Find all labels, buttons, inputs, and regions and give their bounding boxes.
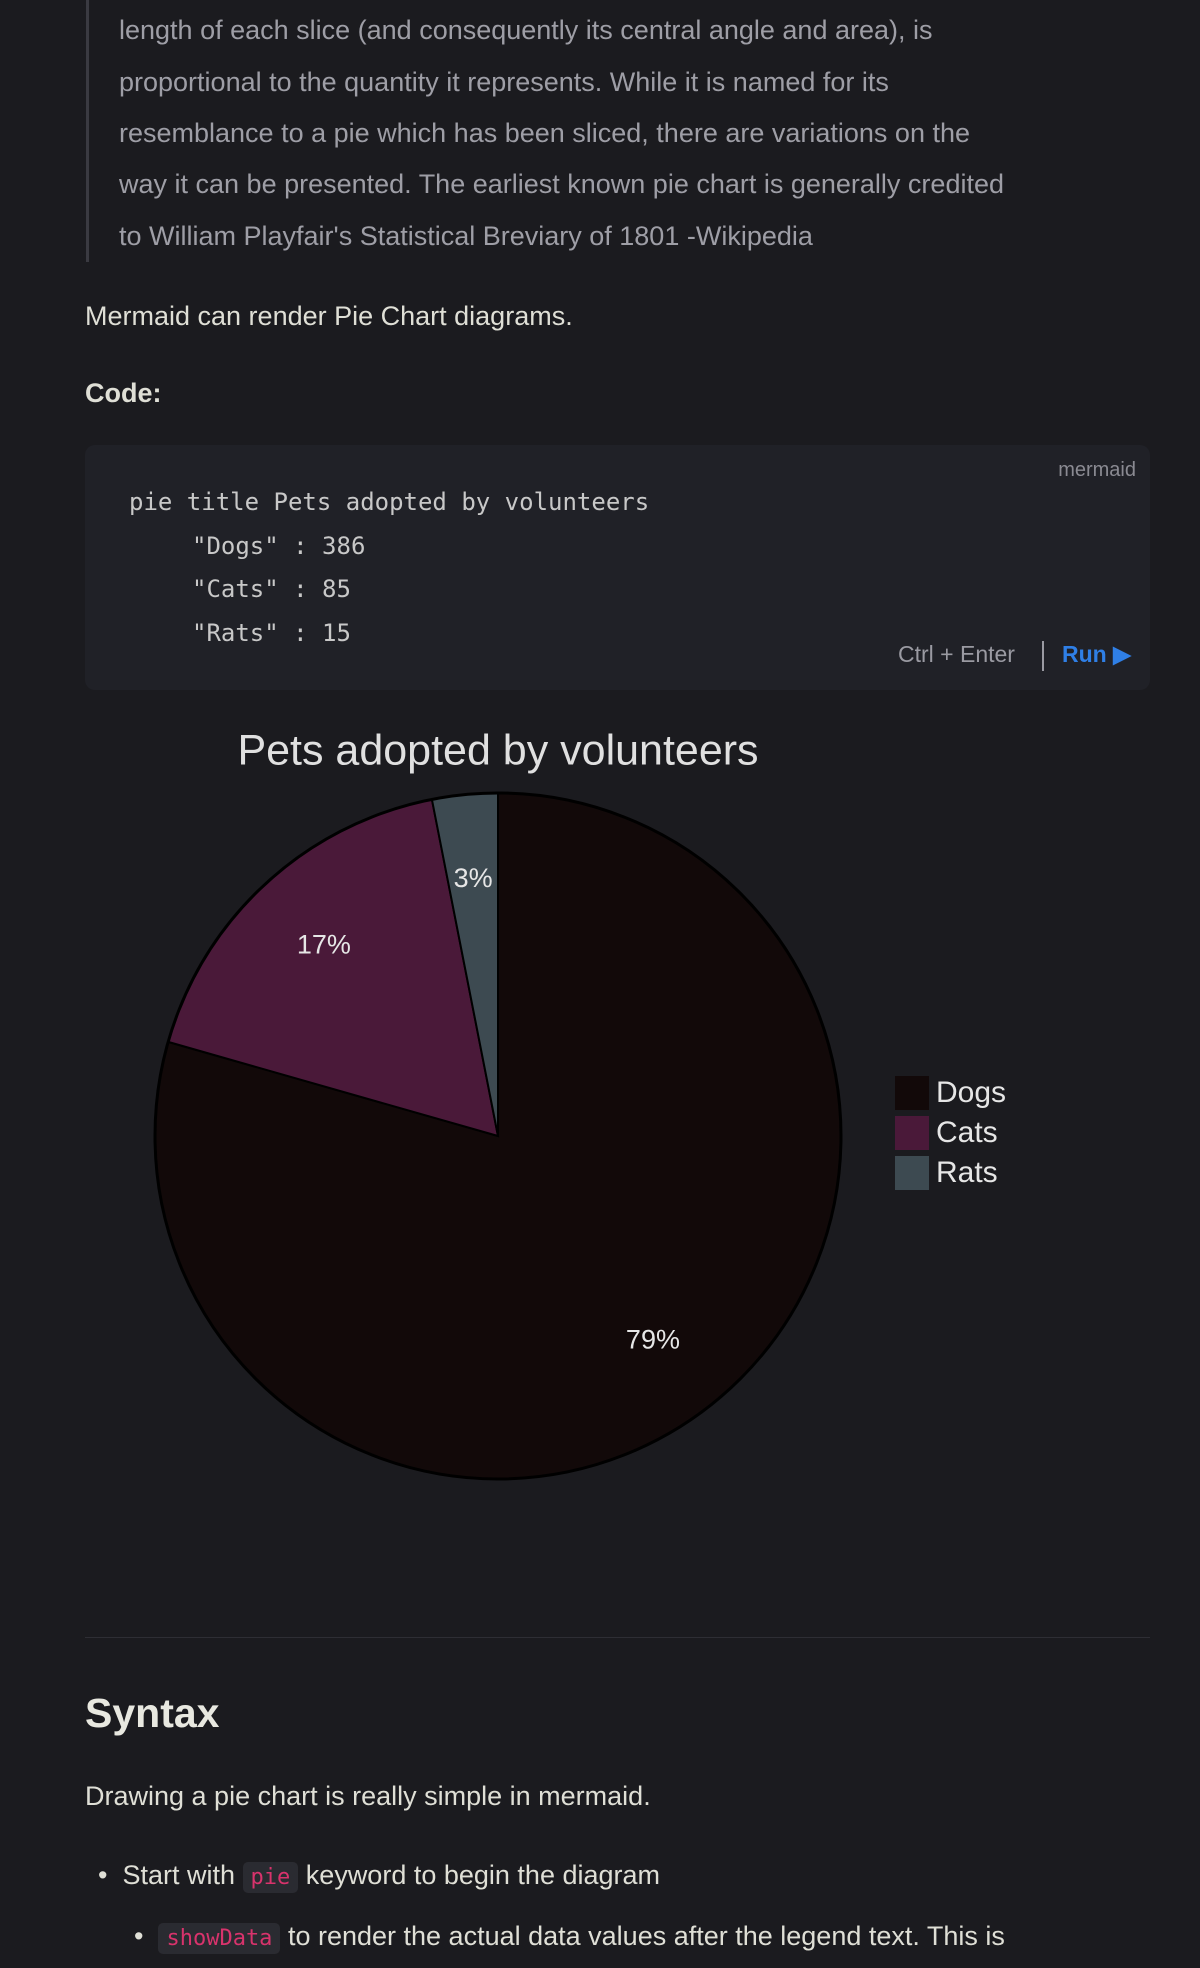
- legend-swatch: [895, 1116, 929, 1150]
- paragraph: Drawing a pie chart is really simple in …: [85, 1781, 651, 1811]
- quote-line: way it can be presented. The earliest kn…: [119, 169, 1004, 199]
- bullet-item: • showData to render the actual data val…: [134, 1918, 1005, 1957]
- text: Start with: [122, 1860, 236, 1890]
- bullet-item: • Start with pie keyword to begin the di…: [98, 1857, 660, 1896]
- code-line: pie title Pets adopted by volunteers: [129, 488, 650, 516]
- slice-label: 17%: [297, 930, 351, 960]
- section-heading: Syntax: [85, 1690, 220, 1736]
- chart-title: Pets adopted by volunteers: [237, 726, 758, 774]
- inline-code: pie: [242, 1862, 299, 1893]
- shortcut-hint: Ctrl + Enter: [898, 641, 1015, 667]
- code-heading: Code:: [85, 378, 162, 408]
- paragraph: Mermaid can render Pie Chart diagrams.: [85, 301, 573, 331]
- legend-swatch: [895, 1076, 929, 1110]
- code-language: mermaid: [1058, 459, 1136, 481]
- inline-code: showData: [158, 1923, 281, 1954]
- bullet: •: [98, 1860, 108, 1890]
- code-line: "Cats" : 85: [192, 575, 351, 603]
- divider: [85, 1637, 1150, 1638]
- quote-border: [86, 0, 89, 262]
- bullet: •: [134, 1921, 144, 1951]
- quote-line: proportional to the quantity it represen…: [119, 67, 889, 97]
- legend-label: Rats: [936, 1156, 998, 1189]
- slice-label: 79%: [626, 1324, 680, 1354]
- quote-line: resemblance to a pie which has been slic…: [119, 118, 971, 148]
- text: keyword to begin the diagram: [305, 1860, 661, 1890]
- legend-label: Dogs: [936, 1076, 1006, 1109]
- text: to render the actual data values after t…: [287, 1921, 1005, 1951]
- separator: [1042, 641, 1044, 671]
- pie-chart: Pets adopted by volunteers 79% 17% 3% Dogs C…: [153, 726, 1006, 1481]
- quote-line: to William Playfair's Statistical Brevia…: [119, 221, 813, 251]
- legend-label: Cats: [936, 1116, 998, 1149]
- run-button[interactable]: Run ▶: [1062, 641, 1131, 667]
- pie-outline: [153, 791, 843, 1481]
- slice-label: 3%: [454, 863, 493, 893]
- legend-swatch: [895, 1156, 929, 1190]
- code-block: [85, 445, 1150, 690]
- code-line: "Dogs" : 386: [192, 532, 366, 560]
- quote-line: length of each slice (and consequently i…: [119, 15, 933, 45]
- code-line: "Rats" : 15: [192, 619, 351, 647]
